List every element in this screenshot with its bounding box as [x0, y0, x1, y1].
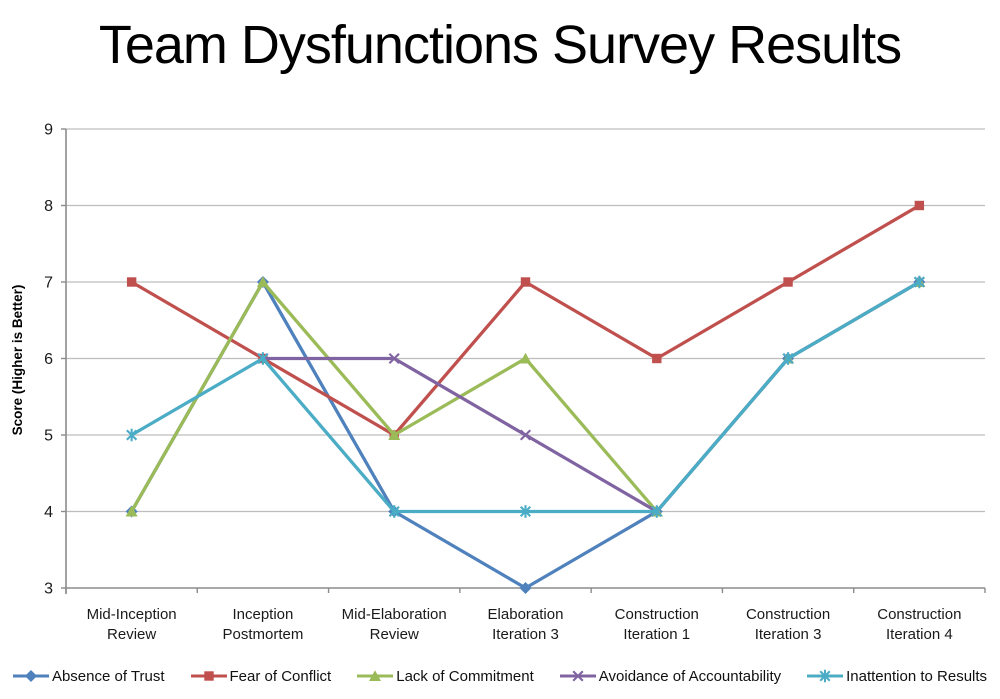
legend-item-lack-of-commitment: Lack of Commitment	[357, 668, 534, 685]
series-line-inattention-to-results	[130, 280, 921, 514]
series-marker-x	[519, 429, 532, 441]
series-marker-asterisk	[651, 505, 663, 518]
series-inattention-to-results	[126, 275, 925, 518]
legend-marker-square-icon	[190, 671, 227, 681]
x-category-label: Construction Iteration 3	[746, 606, 830, 643]
x-category-label: Inception Postmortem	[222, 606, 303, 643]
legend-label: Inattention to Results	[846, 667, 988, 685]
series-line-fear-of-conflict	[130, 204, 921, 437]
x-category-label: Construction Iteration 4	[877, 606, 961, 643]
plot-area: 3 4 5 6 7 8 9 Score (Higher is Better) Mid-Incep…	[10, 122, 986, 643]
legend-label: Absence of Trust	[51, 667, 165, 685]
y-tick-label: 5	[44, 428, 53, 445]
legend-label: Avoidance of Accountability	[598, 667, 782, 685]
series-marker-asterisk	[519, 505, 532, 518]
series-marker-asterisk	[913, 275, 925, 289]
series-marker-x	[572, 670, 584, 682]
chart-title: Team Dysfunctions Survey Results	[98, 15, 902, 75]
series-avoidance-of-accountability	[257, 276, 925, 518]
legend: Absence of Trust Fear of Conflict Lack of …	[0, 660, 1000, 692]
y-tick-label: 6	[44, 351, 53, 368]
legend-item-avoidance-of-accountability: Avoidance of Accountability	[559, 667, 782, 685]
series-marker-square	[126, 277, 137, 287]
legend-marker-asterisk-icon	[807, 669, 844, 683]
series-marker-triangle	[388, 429, 401, 440]
legend-label: Lack of Commitment	[396, 667, 534, 685]
series-marker-asterisk	[126, 428, 138, 442]
gridlines	[66, 128, 985, 513]
series-marker-triangle	[369, 670, 382, 681]
x-category-label: Elaboration Iteration 3	[488, 606, 564, 643]
series-fear-of-conflict	[126, 200, 925, 440]
y-tick-label: 7	[44, 275, 53, 292]
series-marker-asterisk	[782, 352, 794, 365]
x-category-label: Mid-Elaboration Review	[342, 606, 447, 643]
series-marker-square	[203, 671, 214, 681]
y-tick-label: 3	[44, 581, 53, 598]
x-category-label: Construction Iteration 1	[615, 606, 699, 643]
series-marker-square	[914, 200, 925, 211]
y-axis-title: Score (Higher is Better)	[10, 285, 25, 436]
y-tick-labels: 3 4 5 6 7 8 9	[44, 122, 53, 598]
series-marker-diamond	[519, 582, 532, 594]
x-category-labels: Mid-Inception Review Inception Postmortem Mi…	[87, 606, 962, 643]
series-marker-asterisk	[819, 669, 831, 683]
series-marker-asterisk	[257, 352, 269, 365]
series-marker-square	[783, 277, 793, 287]
series-marker-triangle	[125, 505, 138, 517]
y-tick-label: 4	[44, 504, 53, 521]
y-tick-label: 9	[44, 122, 53, 139]
series-marker-triangle	[519, 352, 532, 364]
series-marker-square	[652, 353, 662, 364]
y-tick-label: 8	[44, 198, 53, 215]
x-category-label: Mid-Inception Review	[87, 606, 177, 643]
legend-marker-x-icon	[559, 670, 596, 682]
series-line-lack-of-commitment	[130, 280, 921, 514]
series-lack-of-commitment	[125, 276, 926, 517]
series-marker-diamond	[24, 670, 37, 682]
series-marker-asterisk	[388, 505, 400, 518]
legend-item-inattention-to-results: Inattention to Results	[807, 668, 987, 685]
legend-label: Fear of Conflict	[229, 667, 332, 685]
series-marker-x	[388, 352, 400, 365]
legend-marker-diamond-icon	[12, 670, 49, 682]
legend-item-absence-of-trust: Absence of Trust	[12, 667, 165, 685]
legend-item-fear-of-conflict: Fear of Conflict	[190, 667, 332, 685]
series-marker-triangle	[256, 276, 269, 287]
series-marker-square	[520, 277, 531, 287]
legend-marker-triangle-icon	[357, 670, 394, 681]
